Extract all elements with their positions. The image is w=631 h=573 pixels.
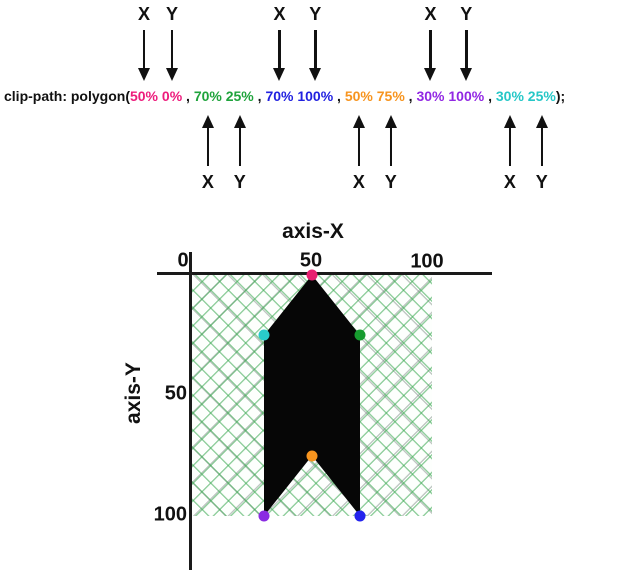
coord-pair-6-y: 25% Y [527,86,556,191]
comma-separator: , [404,88,417,104]
arrow-down-icon [137,68,150,81]
coord-value: 70% [193,88,222,104]
coord-pair-3-x: 70% X [265,5,294,106]
y-arrow-annotation: Y [535,115,548,192]
vertex-dot-50-75 [306,450,318,462]
x-tick-100: 100 [410,250,444,273]
y-arrow-annotation: Y [166,5,178,81]
x-tick-0: 0 [177,249,189,272]
x-arrow-annotation: X [424,5,436,81]
y-arrow-annotation: Y [384,115,397,192]
arrow-shaft [238,128,241,166]
arrow-up-icon [503,115,516,128]
y-arrow-annotation: Y [309,5,321,81]
clipped-polygon-shape [264,275,360,516]
vertex-dot-70-25 [354,329,366,341]
arrow-shaft [540,128,544,166]
arrow-label-y: Y [460,4,473,24]
arrow-shaft [314,30,317,68]
y-axis-line [189,252,192,570]
vertex-dot-70-100 [354,510,366,522]
arrow-up-icon [384,115,397,128]
coord-pair-1-x: 50% X [129,5,159,106]
arrow-label-y: Y [166,4,179,24]
arrow-shaft [429,30,432,68]
coord-pair-1-y: 0% Y [161,5,183,106]
coord-value: 100% [297,88,334,104]
arrow-down-icon [309,68,322,81]
arrow-up-icon [535,115,548,128]
x-tick-50: 50 [299,249,323,272]
x-arrow-annotation: X [503,115,516,192]
y-arrow-annotation: Y [233,115,246,192]
arrow-up-icon [201,115,214,128]
arrow-up-icon [352,115,365,128]
axis-x-title: axis-X [282,220,344,243]
coord-value: 25% [527,88,556,104]
x-arrow-annotation: X [137,4,151,81]
coord-pair-4-x: 50% X [344,86,373,191]
coord-value: 0% [161,88,183,104]
arrow-shaft [206,128,210,166]
coord-value: 25% [225,88,254,104]
arrow-shaft [465,30,468,68]
arrow-label-x: X [273,4,286,24]
coord-value: 100% [448,88,485,104]
arrow-label-x: X [503,172,516,192]
arrow-label-x: X [352,172,365,192]
arrow-label-x: X [424,4,437,24]
code-prefix: clip-path: polygon( [4,88,130,104]
arrow-shaft [170,30,174,68]
x-arrow-annotation: X [273,5,285,81]
coord-value: 30% [495,88,524,104]
arrow-label-y: Y [233,172,246,192]
comma-separator: , [333,88,345,104]
coord-pair-6-x: 30% X [495,86,524,191]
arrow-label-y: Y [309,4,322,24]
arrow-down-icon [424,68,437,81]
axis-y-title: axis-Y [122,362,145,424]
coord-value: 75% [376,88,405,104]
coord-value: 30% [416,88,445,104]
arrow-up-icon [233,115,246,128]
arrow-shaft [389,128,393,166]
x-arrow-annotation: X [352,115,365,192]
x-arrow-annotation: X [201,115,214,192]
coord-pair-5-x: 30% X [416,5,445,106]
arrow-down-icon [273,68,286,81]
y-tick-100: 100 [153,503,187,526]
arrow-shaft [357,128,361,166]
coord-value: 50% [344,88,373,104]
coord-pair-5-y: 100% Y [448,5,485,106]
vertex-dot-30-100 [258,510,270,522]
arrow-shaft [278,30,281,68]
coord-pair-2-y: 25% Y [225,86,254,191]
coord-value: 50% [129,88,159,104]
y-tick-50: 50 [164,382,187,405]
y-arrow-annotation: Y [460,5,472,81]
arrow-label-y: Y [384,172,397,192]
comma-separator: , [182,88,194,104]
arrow-down-icon [460,68,473,81]
arrow-label-x: X [201,172,214,192]
vertex-dot-30-25 [258,329,270,341]
code-suffix: ); [555,88,566,104]
comma-separator: , [484,88,496,104]
arrow-label-y: Y [535,172,548,192]
coord-pair-4-y: 75% Y [376,86,405,191]
coord-pair-3-y: 100% Y [297,5,334,106]
arrow-shaft [508,128,512,166]
element-box-hatched [192,269,432,522]
vertex-dot-50-0 [306,269,318,281]
clip-path-code-line: clip-path: polygon(50% X 0% Y , 70% X 25% Y … [4,5,566,191]
coord-pair-2-x: 70% X [193,86,222,191]
arrow-label-x: X [137,4,151,24]
x-axis-line [157,272,492,275]
comma-separator: , [253,88,266,104]
coord-value: 70% [265,88,294,104]
arrow-shaft [142,30,146,68]
arrow-down-icon [166,68,179,81]
